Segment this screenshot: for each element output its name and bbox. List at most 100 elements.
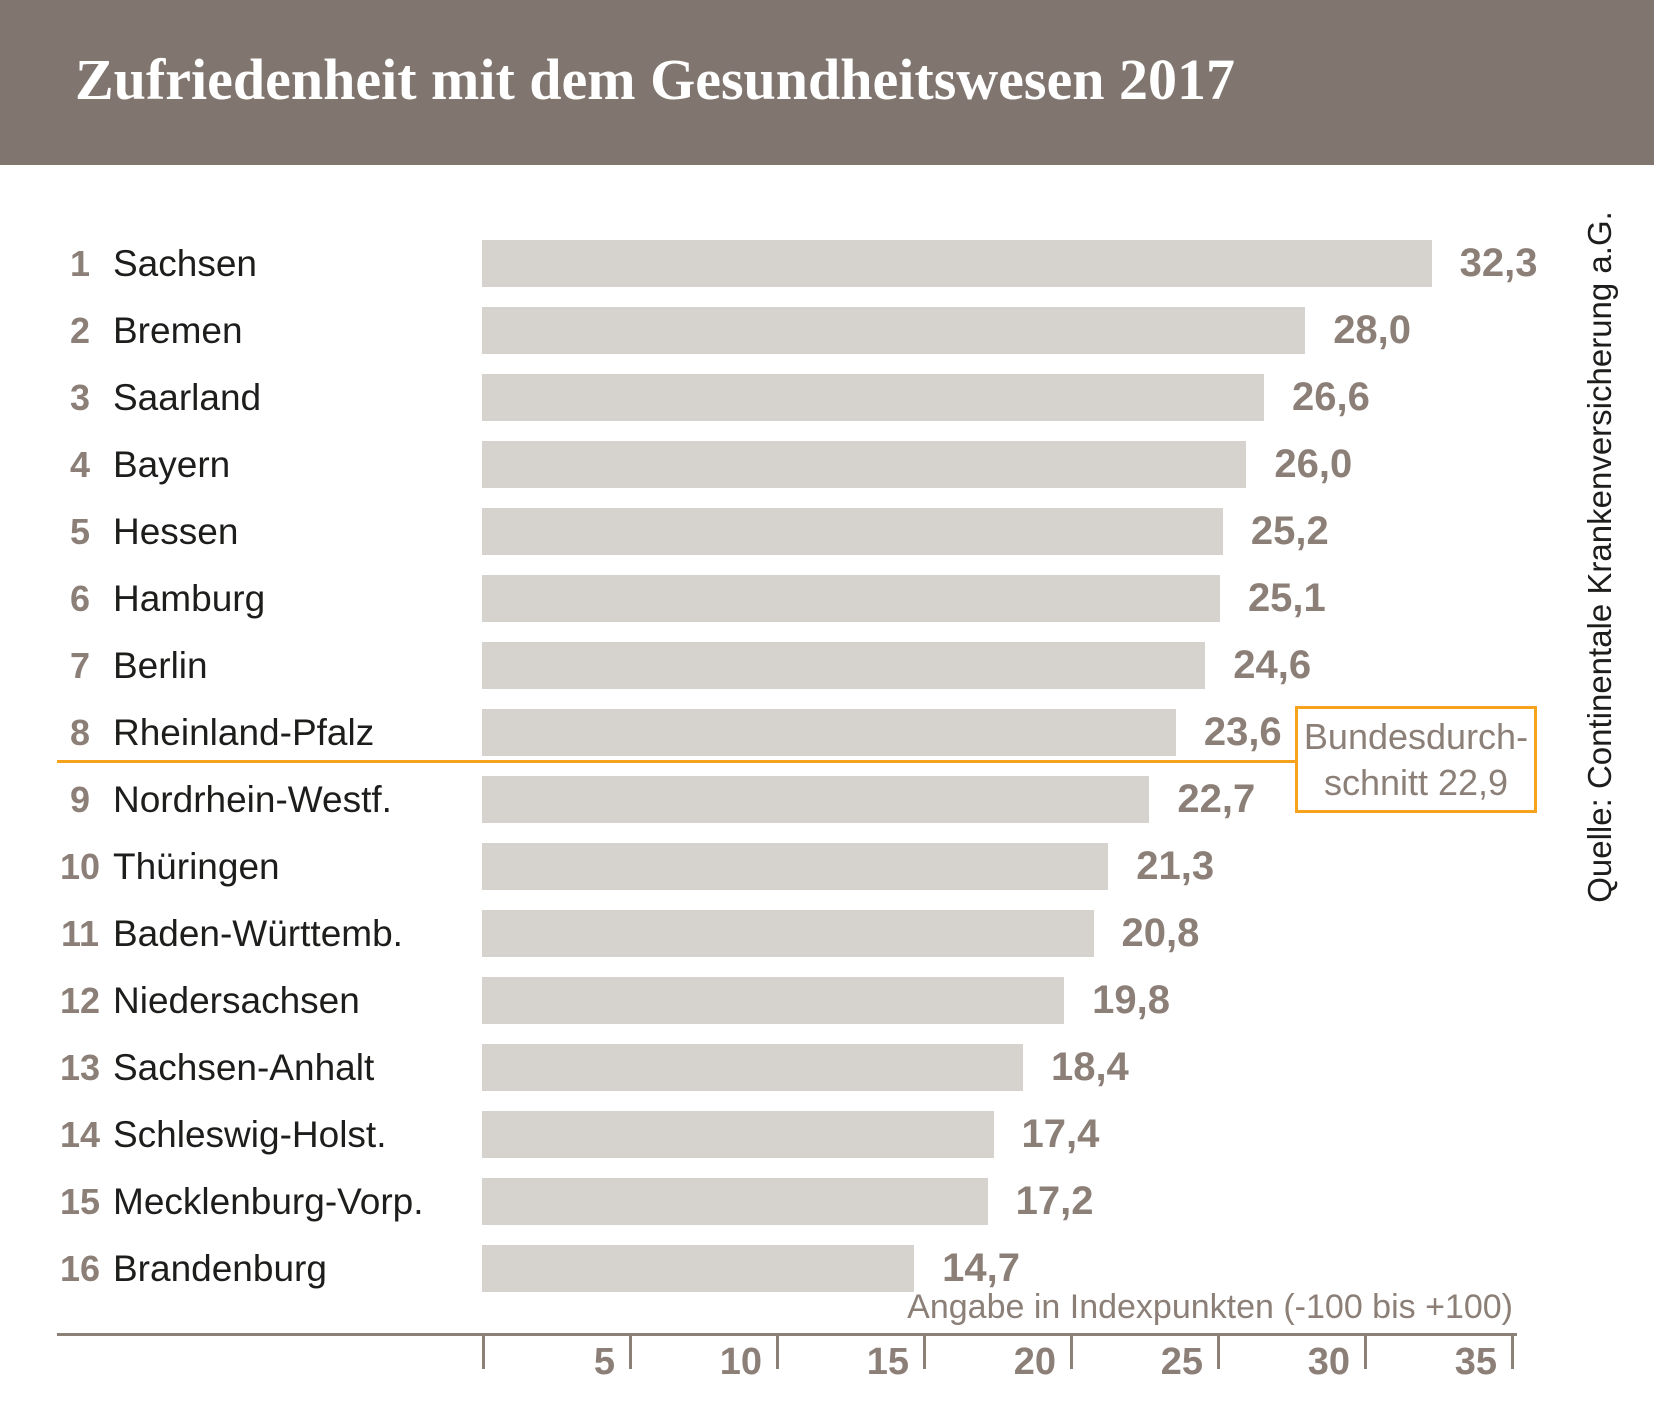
table-row: 14 Schleswig-Holst. 17,4 [0, 1111, 1654, 1158]
tick-label: 15 [866, 1341, 909, 1383]
state-label: Baden-Württemb. [113, 913, 403, 954]
state-label: Sachsen [113, 243, 257, 284]
value-label: 28,0 [1333, 308, 1412, 352]
value-label: 24,6 [1233, 643, 1312, 687]
value-label: 32,3 [1459, 241, 1538, 285]
bar [482, 1178, 988, 1225]
rank-label: 14 [59, 1114, 101, 1155]
rank-label: 15 [59, 1181, 101, 1222]
tick-label: 30 [1307, 1341, 1350, 1383]
table-row: 15 Mecklenburg-Vorp. 17,2 [0, 1178, 1654, 1225]
rank-label: 2 [69, 310, 91, 351]
tick-label: 35 [1454, 1341, 1497, 1383]
state-label: Nordrhein-Westf. [113, 779, 392, 820]
bar [482, 508, 1223, 555]
rank-label: 7 [69, 645, 91, 686]
bar [482, 1245, 915, 1292]
rank-label: 8 [69, 712, 91, 753]
value-label: 25,1 [1247, 576, 1326, 620]
source-caption: Quelle: Continentale Krankenversicherung… [1581, 211, 1618, 903]
value-label: 20,8 [1121, 911, 1200, 955]
axis-tick [776, 1333, 779, 1369]
state-label: Hessen [113, 511, 239, 552]
average-line [57, 760, 1295, 763]
bar [482, 977, 1065, 1024]
tick-label: 25 [1160, 1341, 1203, 1383]
table-row: 3 Saarland 26,6 [0, 374, 1654, 421]
header-bar: Zufriedenheit mit dem Gesundheitswesen 2… [0, 0, 1654, 165]
rank-label: 5 [69, 511, 91, 552]
axis-tick [482, 1333, 485, 1369]
state-label: Niedersachsen [113, 980, 360, 1021]
value-label: 22,7 [1177, 777, 1256, 821]
bar [482, 240, 1432, 287]
table-row: 12 Niedersachsen 19,8 [0, 977, 1654, 1024]
state-label: Bayern [113, 444, 231, 485]
average-callout-line2: schnitt 22,9 [1323, 761, 1509, 803]
bar [482, 776, 1150, 823]
state-label: Bremen [113, 310, 243, 351]
bar [482, 575, 1220, 622]
tick-label: 5 [593, 1341, 615, 1383]
table-row: 1 Sachsen 32,3 [0, 240, 1654, 287]
rank-label: 10 [59, 846, 101, 887]
table-row: 9 Nordrhein-Westf. 22,7 [0, 776, 1654, 823]
state-label: Thüringen [113, 846, 280, 887]
table-row: 5 Hessen 25,2 [0, 508, 1654, 555]
value-label: 21,3 [1136, 844, 1215, 888]
bar [482, 1111, 994, 1158]
table-row: 7 Berlin 24,6 [0, 642, 1654, 689]
tick-label: 20 [1013, 1341, 1056, 1383]
tick-label: 10 [719, 1341, 762, 1383]
value-label: 25,2 [1250, 509, 1329, 553]
bar [482, 709, 1176, 756]
rank-label: 12 [59, 980, 101, 1021]
value-label: 26,6 [1292, 375, 1370, 419]
axis-tick [1364, 1333, 1367, 1369]
axis-tick [923, 1333, 926, 1369]
value-label: 17,4 [1021, 1112, 1100, 1156]
x-axis-line [57, 1333, 1517, 1336]
value-label: 14,7 [942, 1246, 1021, 1290]
axis-tick [1511, 1333, 1514, 1369]
bar [482, 1044, 1023, 1091]
bar [482, 441, 1247, 488]
axis-note: Angabe in Indexpunkten (-100 bis +100) [907, 1288, 1513, 1326]
bar [482, 843, 1109, 890]
bar [482, 910, 1094, 957]
average-callout: Bundesdurch- schnitt 22,9 [1295, 706, 1537, 813]
rank-label: 9 [69, 779, 91, 820]
state-label: Mecklenburg-Vorp. [113, 1181, 424, 1222]
state-label: Brandenburg [113, 1248, 327, 1289]
average-callout-line1: Bundesdurch- [1303, 715, 1529, 757]
rank-label: 4 [69, 444, 91, 485]
value-label: 18,4 [1050, 1045, 1129, 1089]
rank-label: 13 [59, 1047, 101, 1088]
axis-tick [1070, 1333, 1073, 1369]
table-row: 11 Baden-Württemb. 20,8 [0, 910, 1654, 957]
table-row: 10 Thüringen 21,3 [0, 843, 1654, 890]
state-label: Schleswig-Holst. [113, 1114, 387, 1155]
rank-label: 1 [69, 243, 91, 284]
bar [482, 642, 1206, 689]
rank-label: 6 [69, 578, 91, 619]
table-row: 6 Hamburg 25,1 [0, 575, 1654, 622]
axis-tick [1217, 1333, 1220, 1369]
state-label: Sachsen-Anhalt [113, 1047, 375, 1088]
bar [482, 307, 1306, 354]
state-label: Hamburg [113, 578, 266, 619]
value-label: 19,8 [1092, 978, 1170, 1022]
value-label: 17,2 [1015, 1179, 1094, 1223]
table-row: 13 Sachsen-Anhalt 18,4 [0, 1044, 1654, 1091]
state-label: Berlin [113, 645, 208, 686]
rank-label: 3 [69, 377, 91, 418]
table-row: 8 Rheinland-Pfalz 23,6 [0, 709, 1654, 756]
rank-label: 16 [59, 1248, 101, 1289]
bar [482, 374, 1265, 421]
state-label: Rheinland-Pfalz [113, 712, 375, 753]
chart-title: Zufriedenheit mit dem Gesundheitswesen 2… [75, 47, 1235, 112]
table-row: 4 Bayern 26,0 [0, 441, 1654, 488]
value-label: 26,0 [1274, 442, 1353, 486]
axis-tick [629, 1333, 632, 1369]
